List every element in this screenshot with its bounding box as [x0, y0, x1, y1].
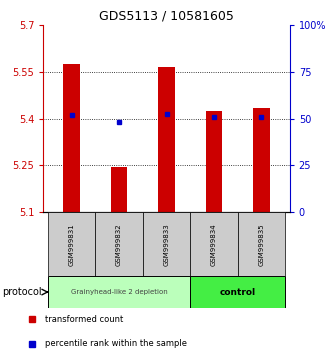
Bar	[158, 67, 175, 212]
Text: GSM999835: GSM999835	[258, 223, 264, 266]
Text: transformed count: transformed count	[45, 315, 123, 324]
Text: GSM999834: GSM999834	[211, 223, 217, 266]
Bar	[111, 167, 128, 212]
Text: protocol: protocol	[2, 287, 41, 297]
Bar	[63, 64, 80, 212]
Bar	[190, 276, 285, 308]
Bar	[48, 276, 190, 308]
Title: GDS5113 / 10581605: GDS5113 / 10581605	[99, 9, 234, 22]
Bar	[48, 212, 96, 276]
Bar	[143, 212, 190, 276]
Text: control: control	[219, 287, 256, 297]
Text: percentile rank within the sample: percentile rank within the sample	[45, 339, 187, 348]
Text: GSM999831: GSM999831	[69, 223, 75, 266]
Bar	[253, 108, 270, 212]
Text: GSM999832: GSM999832	[116, 223, 122, 266]
Bar	[205, 111, 222, 212]
Bar	[190, 212, 237, 276]
Text: Grainyhead-like 2 depletion: Grainyhead-like 2 depletion	[71, 289, 167, 295]
Text: GSM999833: GSM999833	[164, 223, 169, 266]
Bar	[96, 212, 143, 276]
Bar	[237, 212, 285, 276]
